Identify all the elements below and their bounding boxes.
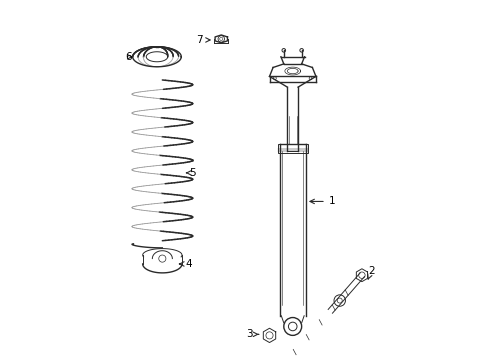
Text: 7: 7 — [196, 35, 210, 45]
Text: 5: 5 — [186, 168, 196, 178]
Text: 2: 2 — [367, 266, 374, 279]
Text: 6: 6 — [125, 52, 132, 62]
Bar — [277, 144, 307, 153]
Text: 1: 1 — [309, 197, 335, 206]
Text: 4: 4 — [179, 259, 192, 269]
Text: 3: 3 — [246, 329, 258, 339]
